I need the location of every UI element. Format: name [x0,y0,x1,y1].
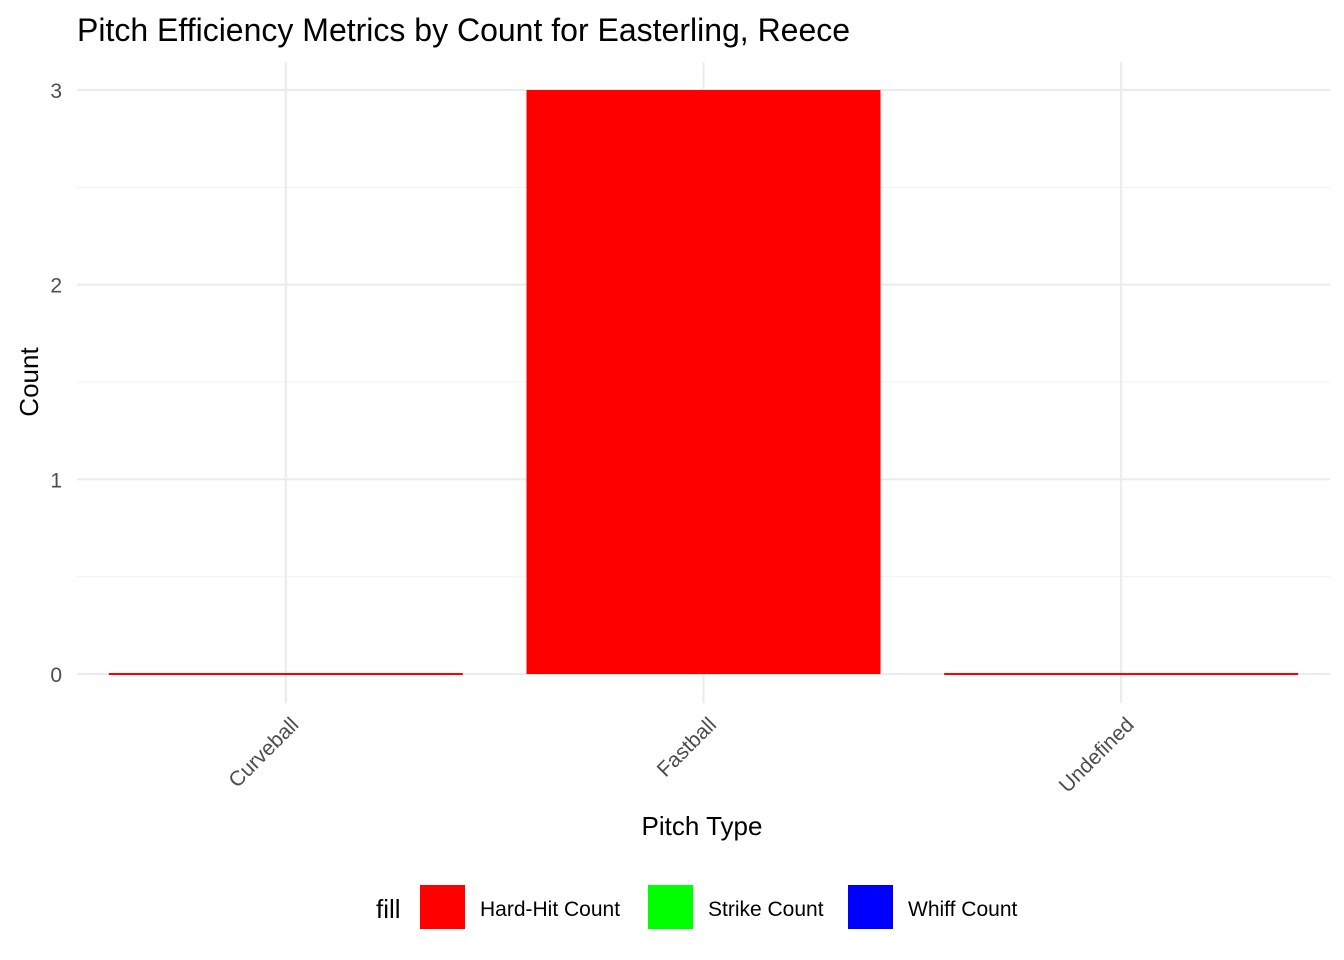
legend-key [848,885,893,929]
y-tick-label: 1 [50,469,62,492]
legend-label: Hard-Hit Count [480,898,620,921]
bar [944,673,1299,675]
y-axis: 0 1 2 3 [50,80,62,687]
legend-title: fill [376,894,401,924]
y-tick-label: 3 [50,80,62,103]
bar [108,673,463,675]
legend: fill Hard-Hit Count Strike Count Whiff Cou… [376,885,1017,929]
chart-title: Pitch Efficiency Metrics by Count for Ea… [77,12,850,48]
legend-key [420,885,465,929]
legend-key [648,885,693,929]
legend-label: Whiff Count [908,898,1017,921]
x-tick-label: Undefined [1055,713,1139,797]
x-axis: Curveball Fastball Undefined [224,713,1138,797]
x-axis-title: Pitch Type [642,811,763,841]
y-tick-label: 2 [50,275,62,298]
bars [108,90,1299,675]
bar [526,90,881,674]
x-tick-label: Curveball [224,713,303,792]
legend-label: Strike Count [708,898,824,921]
x-tick-label: Fastball [653,713,721,781]
y-tick-label: 0 [50,664,62,687]
y-axis-title: Count [14,347,44,417]
